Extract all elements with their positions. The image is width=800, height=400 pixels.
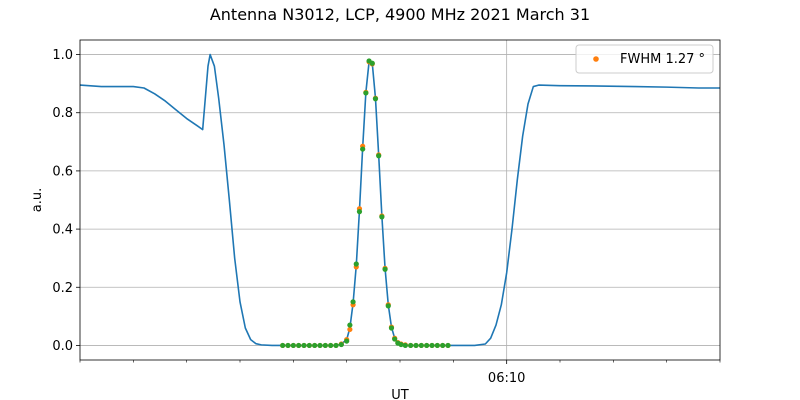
beam-point (280, 342, 286, 349)
beam-point (369, 60, 375, 66)
beam-point (392, 336, 398, 342)
beam-point (350, 299, 356, 305)
beam-point (372, 96, 379, 102)
beam-point (445, 342, 451, 349)
fwhm-point (347, 326, 353, 333)
beam-point (418, 342, 424, 349)
beam-point (424, 342, 430, 349)
beam-point (385, 303, 391, 309)
y-tick-label: 0.8 (52, 106, 73, 121)
y-tick-label: 0.0 (52, 339, 73, 354)
beam-point (322, 342, 328, 349)
legend-label-fwhm: FWHM 1.27 ° (620, 52, 705, 67)
x-tick-label: 06:10 (488, 371, 525, 386)
beam-point (434, 342, 440, 349)
beam-point (317, 342, 323, 349)
x-axis-label: UT (391, 388, 409, 400)
beam-point (356, 209, 363, 215)
plot-frame (79, 39, 721, 361)
beam-point (382, 266, 388, 272)
beam-point (353, 261, 359, 267)
beam-point (408, 342, 414, 349)
beam-point (338, 341, 344, 348)
beam-point (440, 342, 446, 349)
y-tick-label: 0.4 (52, 223, 73, 238)
beam-point (376, 153, 382, 159)
y-tick-label: 1.0 (52, 48, 73, 63)
beam-point (402, 342, 408, 349)
legend: FWHM 1.27 ° (575, 44, 714, 74)
axes: 0.0 0.2 0.4 0.6 0.8 1.0 06:10 (52, 39, 721, 386)
beam-point (398, 341, 404, 348)
beam-point (363, 90, 369, 96)
beam-point (379, 214, 385, 220)
beam-point (413, 342, 419, 349)
beam-point (312, 342, 318, 349)
beam-point (285, 342, 291, 349)
beam-point (344, 338, 350, 344)
y-axis-label: a.u. (30, 188, 45, 212)
beam-point (388, 325, 395, 331)
beam-point (333, 342, 339, 349)
legend-box (575, 44, 714, 74)
y-tick-label: 0.2 (52, 281, 73, 296)
beam-point (429, 342, 435, 349)
series-line (79, 53, 720, 347)
beam-point (306, 342, 312, 349)
beam-point (328, 342, 334, 349)
beam-point (347, 322, 353, 328)
beam-point (296, 342, 302, 349)
legend-marker-fwhm (593, 56, 599, 62)
beam-point (301, 342, 307, 349)
plot-series (79, 53, 720, 349)
beam-point (290, 342, 296, 349)
chart-title: Antenna N3012, LCP, 4900 MHz 2021 March … (210, 5, 590, 24)
beam-point (360, 146, 366, 152)
grid-lines (80, 40, 720, 360)
y-tick-label: 0.6 (52, 164, 73, 179)
